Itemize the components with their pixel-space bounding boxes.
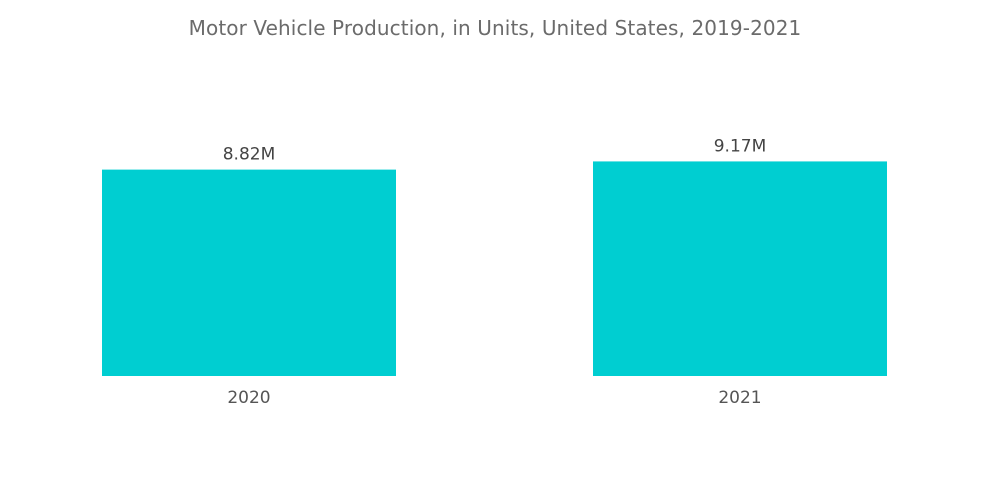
data-label-2021: 9.17M (714, 136, 767, 156)
x-tick-label-2020: 2020 (227, 388, 270, 408)
bar-2020 (102, 169, 396, 376)
chart-title: Motor Vehicle Production, in Units, Unit… (188, 16, 802, 40)
bar-2021 (593, 161, 887, 376)
bars-layer (102, 161, 887, 376)
x-tick-label-2021: 2021 (718, 388, 761, 408)
data-label-2020: 8.82M (223, 145, 276, 165)
labels-layer: 8.82M 2020 9.17M 2021 (223, 136, 767, 408)
